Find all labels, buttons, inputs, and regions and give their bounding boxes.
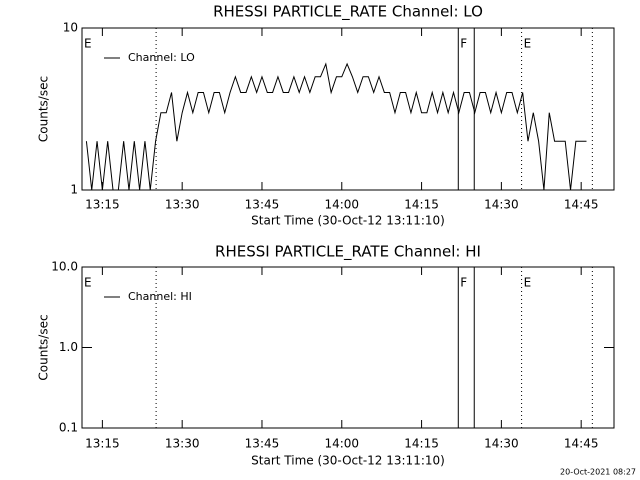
data-line <box>85 62 587 191</box>
y-tick-label: 10 <box>63 21 78 35</box>
y-axis-label: Counts/sec <box>37 314 51 380</box>
x-tick-label: 14:30 <box>484 198 519 212</box>
x-tick-label: 14:45 <box>564 437 599 451</box>
x-tick-label: 14:45 <box>564 198 599 212</box>
x-tick-label: 14:00 <box>324 198 359 212</box>
legend-label: Channel: HI <box>128 290 192 303</box>
event-label: E <box>524 276 532 290</box>
y-tick-label: 0.1 <box>59 421 78 435</box>
x-axis-label: Start Time (30-Oct-12 13:11:10) <box>251 454 445 468</box>
x-tick-label: 14:00 <box>324 437 359 451</box>
x-tick-label: 13:15 <box>85 437 120 451</box>
x-tick-label: 13:30 <box>165 437 200 451</box>
x-tick-label: 13:15 <box>85 198 120 212</box>
chart-title: RHESSI PARTICLE_RATE Channel: HI <box>215 243 481 262</box>
event-label: F <box>460 276 467 290</box>
x-tick-label: 14:15 <box>404 437 439 451</box>
x-tick-label: 13:45 <box>245 198 280 212</box>
legend-label: Channel: LO <box>128 51 195 64</box>
timestamp: 20-Oct-2021 08:27 <box>560 468 636 477</box>
y-tick-label: 1 <box>70 183 78 197</box>
event-label: F <box>460 37 467 51</box>
x-tick-label: 13:45 <box>245 437 280 451</box>
x-tick-label: 14:15 <box>404 198 439 212</box>
y-tick-label: 1.0 <box>59 340 78 354</box>
event-label: E <box>84 37 92 51</box>
x-tick-label: 14:30 <box>484 437 519 451</box>
event-label: E <box>84 276 92 290</box>
x-axis-label: Start Time (30-Oct-12 13:11:10) <box>251 214 445 228</box>
x-tick-label: 13:30 <box>165 198 200 212</box>
y-tick-label: 10.0 <box>51 260 78 274</box>
chart-title: RHESSI PARTICLE_RATE Channel: LO <box>213 3 483 22</box>
event-label: E <box>524 37 532 51</box>
y-axis-label: Counts/sec <box>37 76 51 142</box>
